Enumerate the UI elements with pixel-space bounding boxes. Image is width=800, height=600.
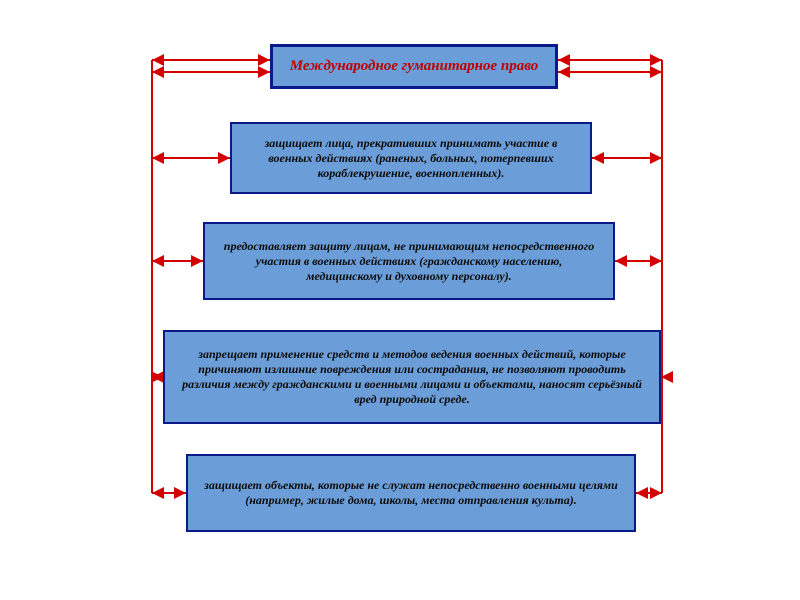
principle-text-1: защищает лица, прекративших принимать уч… (246, 136, 576, 181)
principle-text-3: запрещает применение средств и методов в… (179, 347, 645, 407)
principle-box-2: предоставляет защиту лицам, не принимающ… (203, 222, 615, 300)
principle-text-2: предоставляет защиту лицам, не принимающ… (219, 239, 599, 284)
principle-box-3: запрещает применение средств и методов в… (163, 330, 661, 424)
principle-box-4: защищает объекты, которые не служат непо… (186, 454, 636, 532)
title-text: Международное гуманитарное право (290, 57, 538, 76)
principle-text-4: защищает объекты, которые не служат непо… (202, 478, 620, 508)
principle-box-1: защищает лица, прекративших принимать уч… (230, 122, 592, 194)
title-box: Международное гуманитарное право (270, 44, 558, 89)
diagram-stage: Международное гуманитарное право защищае… (0, 0, 800, 600)
